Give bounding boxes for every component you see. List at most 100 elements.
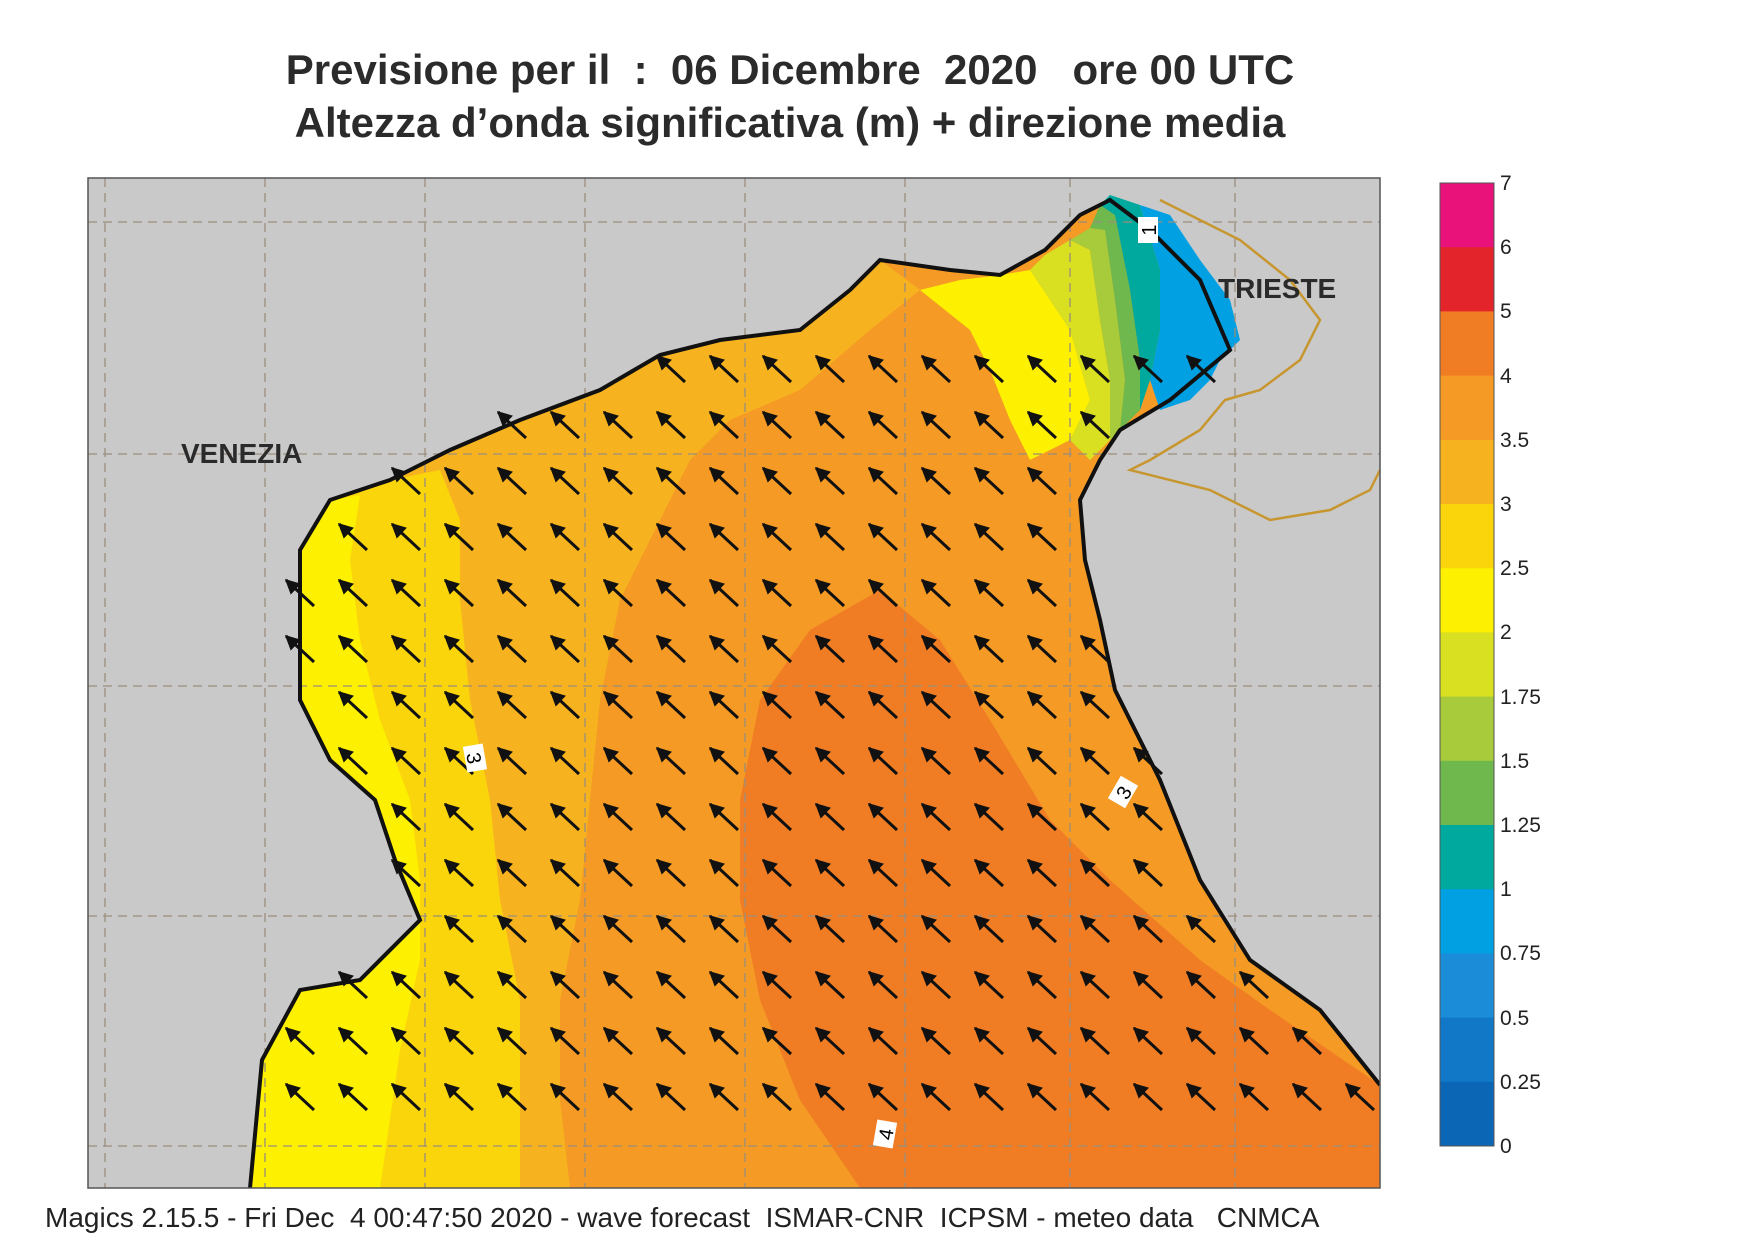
wave-arrow bbox=[1132, 1026, 1164, 1056]
wave-arrow bbox=[708, 802, 740, 832]
wave-arrow bbox=[973, 1026, 1005, 1056]
colorbar-tick-label: 1.75 bbox=[1500, 685, 1541, 709]
wave-arrow bbox=[867, 746, 899, 776]
forecast-title: Previsione per il : 06 Dicembre 2020 ore… bbox=[285, 46, 1295, 93]
wave-arrow bbox=[708, 578, 740, 608]
wave-arrow bbox=[549, 746, 581, 776]
wave-arrow bbox=[761, 914, 793, 944]
colorbar-swatch bbox=[1440, 696, 1494, 762]
wave-arrow bbox=[602, 466, 634, 496]
wave-arrow bbox=[496, 914, 528, 944]
wave-arrow bbox=[1026, 578, 1058, 608]
wave-arrow bbox=[1238, 1082, 1270, 1112]
colorbar-swatch bbox=[1440, 439, 1494, 505]
wave-arrow bbox=[867, 466, 899, 496]
wave-arrow bbox=[761, 354, 793, 384]
wave-arrow bbox=[1026, 410, 1058, 440]
colorbar-swatch bbox=[1440, 568, 1494, 633]
wave-arrow bbox=[920, 354, 952, 384]
wave-arrow bbox=[390, 634, 422, 664]
wave-arrow bbox=[1079, 354, 1111, 384]
contour-label-3-west: 3 bbox=[461, 751, 485, 766]
wave-arrow bbox=[973, 634, 1005, 664]
wave-arrow bbox=[1026, 970, 1058, 1000]
wave-arrow bbox=[549, 1082, 581, 1112]
wave-arrow bbox=[761, 690, 793, 720]
colorbar-tick-label: 4 bbox=[1500, 364, 1512, 388]
wave-arrow bbox=[814, 634, 846, 664]
wave-arrow bbox=[443, 634, 475, 664]
wave-arrow bbox=[814, 410, 846, 440]
wave-arrow bbox=[443, 802, 475, 832]
map-frame bbox=[87, 177, 1381, 1189]
colorbar-tick-label: 3 bbox=[1500, 493, 1512, 516]
colorbar-swatch bbox=[1440, 1017, 1494, 1083]
colorbar-swatch bbox=[1440, 375, 1494, 441]
wave-arrow bbox=[1079, 858, 1111, 888]
wave-arrow bbox=[973, 466, 1005, 496]
wave-arrow bbox=[390, 690, 422, 720]
wave-arrow bbox=[655, 914, 687, 944]
wave-arrow bbox=[1026, 858, 1058, 888]
wave-arrow bbox=[443, 690, 475, 720]
wave-arrow bbox=[761, 634, 793, 664]
wave-arrow bbox=[708, 690, 740, 720]
wave-arrow bbox=[655, 354, 687, 384]
wave-arrow bbox=[973, 690, 1005, 720]
wave-arrow bbox=[814, 746, 846, 776]
wave-arrow bbox=[708, 634, 740, 664]
wave-arrow bbox=[761, 410, 793, 440]
wave-arrow bbox=[602, 522, 634, 552]
wave-arrow bbox=[1132, 354, 1164, 384]
wave-arrow bbox=[1291, 1026, 1323, 1056]
colorbar-tick-label: 0.75 bbox=[1500, 942, 1541, 966]
wave-arrow bbox=[920, 858, 952, 888]
wave-arrow bbox=[496, 1026, 528, 1056]
colorbar-swatch bbox=[1440, 760, 1494, 826]
wave-arrow bbox=[655, 858, 687, 888]
wave-arrow bbox=[655, 746, 687, 776]
wave-arrow bbox=[602, 1082, 634, 1112]
wave-arrow bbox=[1291, 1082, 1323, 1112]
wave-arrow bbox=[337, 1082, 369, 1112]
wave-arrow bbox=[602, 914, 634, 944]
wave-arrow bbox=[337, 578, 369, 608]
wave-arrow bbox=[920, 410, 952, 440]
wave-arrow bbox=[1079, 1082, 1111, 1112]
wave-arrow bbox=[602, 970, 634, 1000]
wave-arrow bbox=[761, 858, 793, 888]
wave-arrow bbox=[549, 970, 581, 1000]
wave-arrow bbox=[390, 1082, 422, 1112]
wave-arrow bbox=[602, 634, 634, 664]
wave-arrow bbox=[390, 578, 422, 608]
wave-arrow bbox=[867, 690, 899, 720]
wave-arrow bbox=[549, 914, 581, 944]
wave-arrow bbox=[443, 1026, 475, 1056]
colorbar-swatch bbox=[1440, 825, 1494, 890]
wave-arrow bbox=[867, 522, 899, 552]
wave-arrow bbox=[814, 354, 846, 384]
colorbar-tick-label: 3.5 bbox=[1500, 428, 1530, 452]
wave-arrow bbox=[549, 1026, 581, 1056]
colorbar-tick-label: 1.5 bbox=[1500, 749, 1530, 773]
wave-arrow bbox=[337, 1026, 369, 1056]
wave-arrow bbox=[655, 634, 687, 664]
wave-arrow bbox=[973, 914, 1005, 944]
wave-arrow bbox=[602, 1026, 634, 1056]
wave-arrow bbox=[1026, 690, 1058, 720]
wave-arrow bbox=[1185, 970, 1217, 1000]
forecast-subtitle: Altezza d’onda significativa (m) + direz… bbox=[294, 99, 1286, 146]
wave-arrow bbox=[814, 1026, 846, 1056]
wave-arrow bbox=[549, 522, 581, 552]
wave-arrow bbox=[973, 802, 1005, 832]
wave-arrow bbox=[1079, 1026, 1111, 1056]
wave-arrow bbox=[337, 970, 369, 1000]
wave-arrow bbox=[761, 1082, 793, 1112]
wave-arrow bbox=[337, 522, 369, 552]
wave-arrow bbox=[920, 746, 952, 776]
colorbar-tick-label: 2 bbox=[1500, 621, 1512, 645]
colorbar-swatch bbox=[1440, 504, 1494, 569]
wave-arrow bbox=[814, 522, 846, 552]
wave-arrow bbox=[1185, 354, 1217, 384]
wave-arrow bbox=[1079, 410, 1111, 440]
